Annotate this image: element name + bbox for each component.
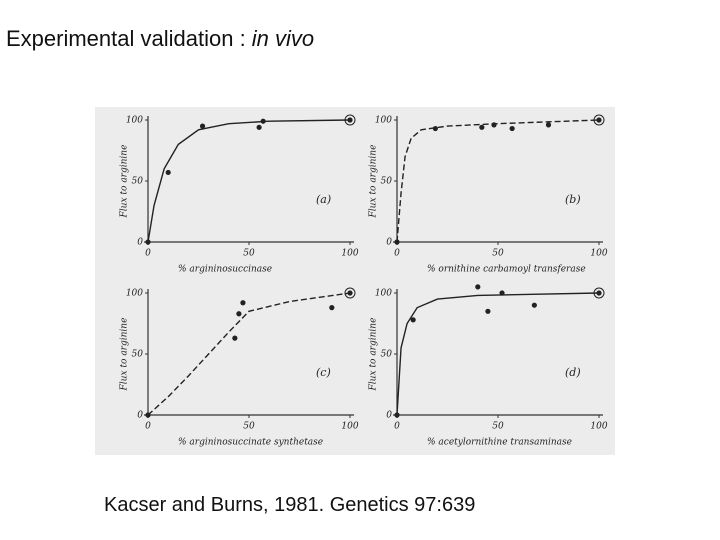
x-tick-label: 50 [243, 249, 255, 259]
y-tick-label: 50 [132, 177, 144, 187]
y-tick-label: 50 [132, 350, 144, 360]
data-point [596, 290, 602, 296]
panel-label: (b) [565, 193, 581, 206]
data-point [347, 290, 353, 296]
y-tick-label: 0 [137, 238, 143, 248]
x-tick-label: 0 [145, 249, 151, 259]
data-point [145, 239, 151, 245]
y-tick-label: 100 [375, 116, 392, 126]
data-point [256, 124, 262, 130]
x-tick-label: 0 [145, 422, 151, 432]
y-tick-label: 100 [375, 289, 392, 299]
x-tick-label: 100 [590, 249, 607, 259]
data-point [491, 122, 497, 128]
y-axis-label: Flux to arginine [120, 145, 130, 219]
y-tick-label: 100 [126, 289, 143, 299]
data-point [509, 125, 515, 132]
data-point [410, 317, 416, 323]
y-tick-label: 0 [386, 411, 392, 421]
x-tick-label: 0 [394, 422, 400, 432]
reference-ring [593, 287, 605, 299]
y-axis-label: Flux to arginine [369, 145, 379, 219]
data-point [475, 284, 481, 290]
x-tick-label: 50 [492, 249, 504, 259]
x-tick-label: 50 [492, 422, 504, 432]
data-point [479, 124, 485, 130]
data-point [499, 290, 505, 296]
x-axis-label: % argininosuccinate synthetase [178, 438, 323, 448]
y-tick-label: 50 [381, 350, 393, 360]
data-point [165, 169, 171, 176]
data-point [545, 122, 552, 128]
data-point [260, 118, 266, 124]
data-point [232, 335, 238, 341]
scan-background [95, 107, 615, 455]
fit-curve [147, 292, 351, 416]
data-point [329, 305, 335, 311]
y-tick-label: 0 [137, 411, 143, 421]
slide-title: Experimental validation : in vivo [6, 26, 314, 52]
y-axis-label: Flux to arginine [369, 318, 379, 392]
reference-ring [344, 287, 356, 299]
x-tick-label: 100 [341, 249, 358, 259]
data-point [432, 125, 438, 132]
data-point [347, 117, 353, 123]
panel-label: (a) [316, 193, 331, 206]
fit-curve [396, 292, 600, 416]
data-point [240, 300, 246, 306]
y-axis-label: Flux to arginine [120, 318, 130, 392]
x-axis-label: % ornithine carbamoyl transferase [427, 265, 586, 275]
data-point [236, 311, 242, 317]
y-tick-label: 50 [381, 177, 393, 187]
data-point [531, 302, 537, 308]
x-axis-label: % argininosuccinase [178, 265, 272, 275]
x-tick-label: 0 [394, 249, 400, 259]
reference-ring [344, 114, 356, 126]
y-tick-label: 0 [386, 238, 392, 248]
x-axis-label: % acetylornithine transaminase [427, 438, 572, 448]
data-point [199, 123, 206, 129]
panel-label: (c) [316, 366, 331, 379]
data-point [394, 412, 400, 418]
x-tick-label: 100 [590, 422, 607, 432]
panel-label: (d) [565, 366, 581, 379]
data-point [596, 117, 602, 123]
title-emphasis: in vivo [251, 26, 315, 51]
x-tick-label: 100 [341, 422, 358, 432]
data-point [485, 308, 491, 314]
reference-ring [593, 114, 605, 126]
fit-curve [396, 119, 600, 243]
data-point [145, 412, 151, 418]
title-text: Experimental validation : [6, 26, 252, 51]
citation: Kacser and Burns, 1981. Genetics 97:639 [104, 494, 476, 516]
y-tick-label: 100 [126, 116, 143, 126]
x-tick-label: 50 [243, 422, 255, 432]
data-point [394, 239, 400, 245]
